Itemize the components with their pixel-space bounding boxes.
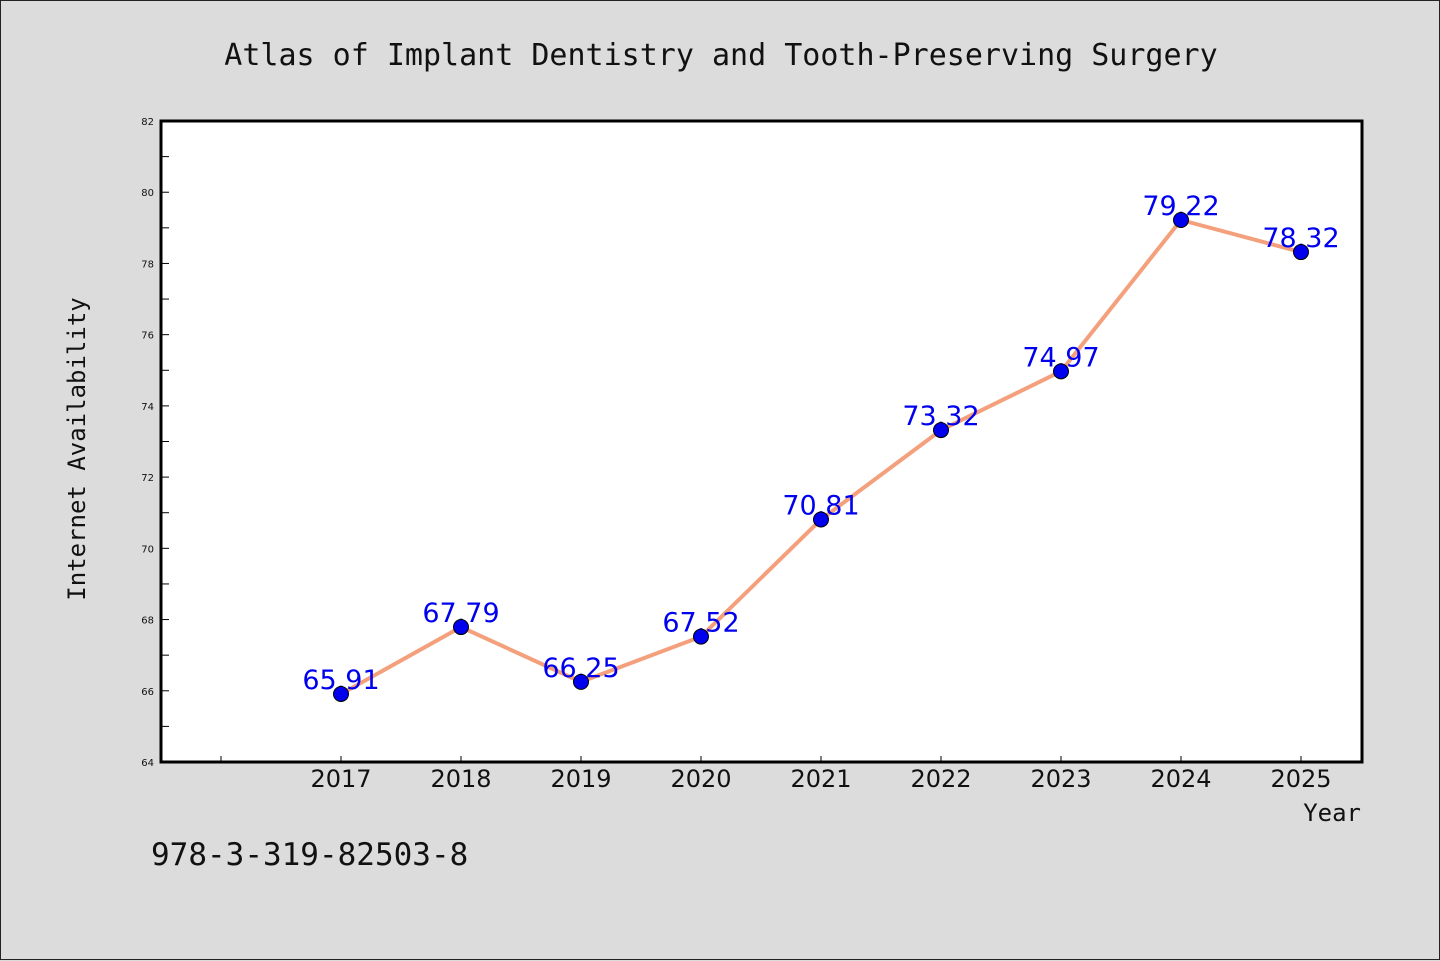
data-point <box>693 628 709 645</box>
x-tick-label: 2025 <box>1270 765 1331 793</box>
x-tick-label: 2023 <box>1030 765 1091 793</box>
x-tick-label: 2024 <box>1150 765 1211 793</box>
y-tick-label: 72 <box>141 473 154 484</box>
plot-area <box>159 119 1364 764</box>
chart-title: Atlas of Implant Dentistry and Tooth-Pre… <box>224 38 1217 73</box>
x-tick-label: 2019 <box>550 765 611 793</box>
y-tick-label: 64 <box>141 758 154 769</box>
y-tick-label: 68 <box>141 616 154 627</box>
x-axis-label: Year <box>1303 799 1361 827</box>
y-tick-label: 80 <box>141 188 154 199</box>
x-tick-label: 2022 <box>910 765 971 793</box>
data-point <box>1053 363 1069 380</box>
data-point <box>933 422 949 439</box>
y-tick-label: 70 <box>141 544 154 555</box>
data-point <box>573 673 589 690</box>
y-axis-label: Internet Availability <box>63 297 91 600</box>
y-tick-label: 74 <box>141 402 154 413</box>
isbn-text: 978-3-319-82503-8 <box>151 837 468 873</box>
x-tick-label: 2017 <box>310 765 371 793</box>
y-tick-label: 76 <box>141 331 154 342</box>
series-layer: 65.9167.7966.2567.5270.8173.3274.9779.22… <box>302 191 1340 702</box>
data-point <box>1293 244 1309 261</box>
data-point <box>813 511 829 528</box>
data-point <box>453 619 469 636</box>
y-tick-label: 78 <box>141 259 154 270</box>
x-tick-label: 2018 <box>430 765 491 793</box>
data-point <box>333 685 349 702</box>
y-tick-label: 82 <box>141 117 154 128</box>
x-tick-label: 2021 <box>790 765 851 793</box>
x-tick-label: 2020 <box>670 765 731 793</box>
data-point <box>1173 211 1189 228</box>
y-tick-label: 66 <box>141 687 154 698</box>
axes: 64 66 68 70 72 74 76 78 80 82 2017 2018 2019 2020 2021… <box>141 117 1364 793</box>
